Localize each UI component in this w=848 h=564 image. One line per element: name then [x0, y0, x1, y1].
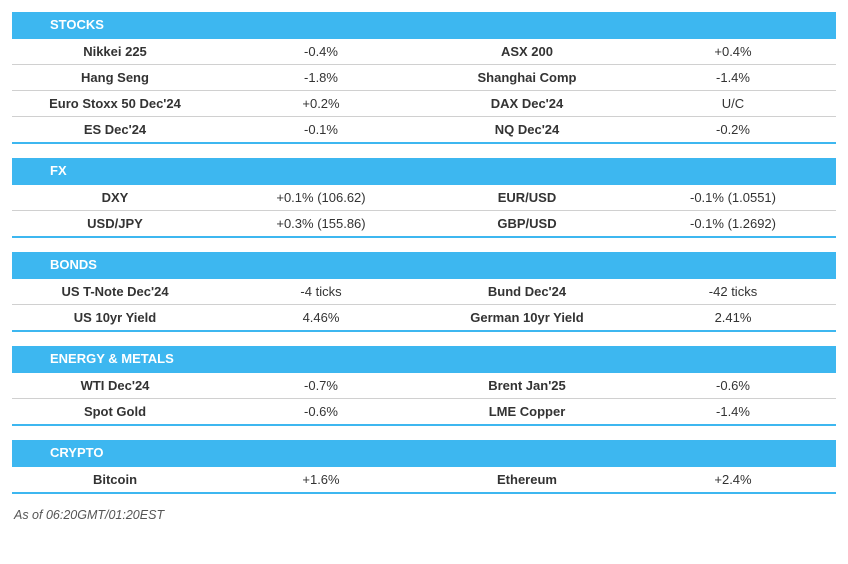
- section-title: FX: [12, 158, 218, 184]
- header-spacer: [424, 346, 630, 372]
- data-table: BONDSUS T-Note Dec'24-4 ticksBund Dec'24…: [12, 252, 836, 332]
- section-title: ENERGY & METALS: [12, 346, 218, 372]
- instrument-name-right: Shanghai Comp: [424, 65, 630, 91]
- header-spacer: [630, 158, 836, 184]
- data-table: FXDXY+0.1% (106.62)EUR/USD-0.1% (1.0551)…: [12, 158, 836, 238]
- instrument-value-right: -1.4%: [630, 65, 836, 91]
- instrument-name-left: Spot Gold: [12, 399, 218, 426]
- header-spacer: [218, 346, 424, 372]
- instrument-value-right: -0.2%: [630, 117, 836, 144]
- table-row: US 10yr Yield4.46%German 10yr Yield2.41%: [12, 305, 836, 332]
- table-row: Nikkei 225-0.4%ASX 200+0.4%: [12, 38, 836, 65]
- header-spacer: [218, 252, 424, 278]
- table-row: Bitcoin+1.6%Ethereum+2.4%: [12, 466, 836, 493]
- table-row: US T-Note Dec'24-4 ticksBund Dec'24-42 t…: [12, 278, 836, 305]
- table-row: Spot Gold-0.6%LME Copper-1.4%: [12, 399, 836, 426]
- instrument-name-right: German 10yr Yield: [424, 305, 630, 332]
- instrument-name-right: GBP/USD: [424, 211, 630, 238]
- market-summary: STOCKSNikkei 225-0.4%ASX 200+0.4%Hang Se…: [12, 12, 836, 522]
- instrument-name-left: US T-Note Dec'24: [12, 278, 218, 305]
- instrument-value-left: -4 ticks: [218, 278, 424, 305]
- instrument-value-right: -0.1% (1.0551): [630, 184, 836, 211]
- instrument-value-left: +1.6%: [218, 466, 424, 493]
- instrument-value-left: -1.8%: [218, 65, 424, 91]
- instrument-name-right: DAX Dec'24: [424, 91, 630, 117]
- data-table: CRYPTOBitcoin+1.6%Ethereum+2.4%: [12, 440, 836, 494]
- section-crypto: CRYPTOBitcoin+1.6%Ethereum+2.4%: [12, 440, 836, 494]
- instrument-value-left: 4.46%: [218, 305, 424, 332]
- instrument-value-left: -0.7%: [218, 372, 424, 399]
- section-header-row: CRYPTO: [12, 440, 836, 466]
- instrument-name-right: ASX 200: [424, 38, 630, 65]
- header-spacer: [424, 252, 630, 278]
- instrument-name-left: WTI Dec'24: [12, 372, 218, 399]
- data-table: ENERGY & METALSWTI Dec'24-0.7%Brent Jan'…: [12, 346, 836, 426]
- instrument-name-right: NQ Dec'24: [424, 117, 630, 144]
- instrument-value-right: -1.4%: [630, 399, 836, 426]
- instrument-name-right: LME Copper: [424, 399, 630, 426]
- instrument-name-left: US 10yr Yield: [12, 305, 218, 332]
- section-stocks: STOCKSNikkei 225-0.4%ASX 200+0.4%Hang Se…: [12, 12, 836, 144]
- header-spacer: [630, 252, 836, 278]
- header-spacer: [218, 440, 424, 466]
- header-spacer: [630, 346, 836, 372]
- header-spacer: [424, 440, 630, 466]
- instrument-value-left: -0.6%: [218, 399, 424, 426]
- instrument-value-right: -0.1% (1.2692): [630, 211, 836, 238]
- table-row: DXY+0.1% (106.62)EUR/USD-0.1% (1.0551): [12, 184, 836, 211]
- instrument-value-right: U/C: [630, 91, 836, 117]
- section-header-row: FX: [12, 158, 836, 184]
- instrument-name-right: EUR/USD: [424, 184, 630, 211]
- instrument-name-left: ES Dec'24: [12, 117, 218, 144]
- instrument-name-right: Ethereum: [424, 466, 630, 493]
- section-title: BONDS: [12, 252, 218, 278]
- section-title: CRYPTO: [12, 440, 218, 466]
- instrument-name-right: Bund Dec'24: [424, 278, 630, 305]
- section-header-row: STOCKS: [12, 12, 836, 38]
- instrument-value-left: -0.4%: [218, 38, 424, 65]
- table-row: USD/JPY+0.3% (155.86)GBP/USD-0.1% (1.269…: [12, 211, 836, 238]
- instrument-value-left: +0.2%: [218, 91, 424, 117]
- table-row: ES Dec'24-0.1%NQ Dec'24-0.2%: [12, 117, 836, 144]
- instrument-value-left: +0.1% (106.62): [218, 184, 424, 211]
- header-spacer: [218, 158, 424, 184]
- instrument-value-right: +0.4%: [630, 38, 836, 65]
- instrument-name-left: Hang Seng: [12, 65, 218, 91]
- header-spacer: [630, 12, 836, 38]
- instrument-name-left: Bitcoin: [12, 466, 218, 493]
- instrument-value-right: 2.41%: [630, 305, 836, 332]
- table-row: Hang Seng-1.8%Shanghai Comp-1.4%: [12, 65, 836, 91]
- table-row: WTI Dec'24-0.7%Brent Jan'25-0.6%: [12, 372, 836, 399]
- timestamp-footnote: As of 06:20GMT/01:20EST: [12, 508, 836, 522]
- instrument-name-right: Brent Jan'25: [424, 372, 630, 399]
- instrument-name-left: Nikkei 225: [12, 38, 218, 65]
- section-bonds: BONDSUS T-Note Dec'24-4 ticksBund Dec'24…: [12, 252, 836, 332]
- instrument-value-right: +2.4%: [630, 466, 836, 493]
- section-title: STOCKS: [12, 12, 218, 38]
- instrument-value-left: +0.3% (155.86): [218, 211, 424, 238]
- section-fx: FXDXY+0.1% (106.62)EUR/USD-0.1% (1.0551)…: [12, 158, 836, 238]
- header-spacer: [424, 12, 630, 38]
- header-spacer: [424, 158, 630, 184]
- instrument-name-left: USD/JPY: [12, 211, 218, 238]
- header-spacer: [218, 12, 424, 38]
- data-table: STOCKSNikkei 225-0.4%ASX 200+0.4%Hang Se…: [12, 12, 836, 144]
- instrument-value-left: -0.1%: [218, 117, 424, 144]
- table-row: Euro Stoxx 50 Dec'24+0.2%DAX Dec'24U/C: [12, 91, 836, 117]
- section-header-row: BONDS: [12, 252, 836, 278]
- instrument-name-left: Euro Stoxx 50 Dec'24: [12, 91, 218, 117]
- section-energy-metals: ENERGY & METALSWTI Dec'24-0.7%Brent Jan'…: [12, 346, 836, 426]
- header-spacer: [630, 440, 836, 466]
- section-header-row: ENERGY & METALS: [12, 346, 836, 372]
- instrument-value-right: -0.6%: [630, 372, 836, 399]
- instrument-name-left: DXY: [12, 184, 218, 211]
- instrument-value-right: -42 ticks: [630, 278, 836, 305]
